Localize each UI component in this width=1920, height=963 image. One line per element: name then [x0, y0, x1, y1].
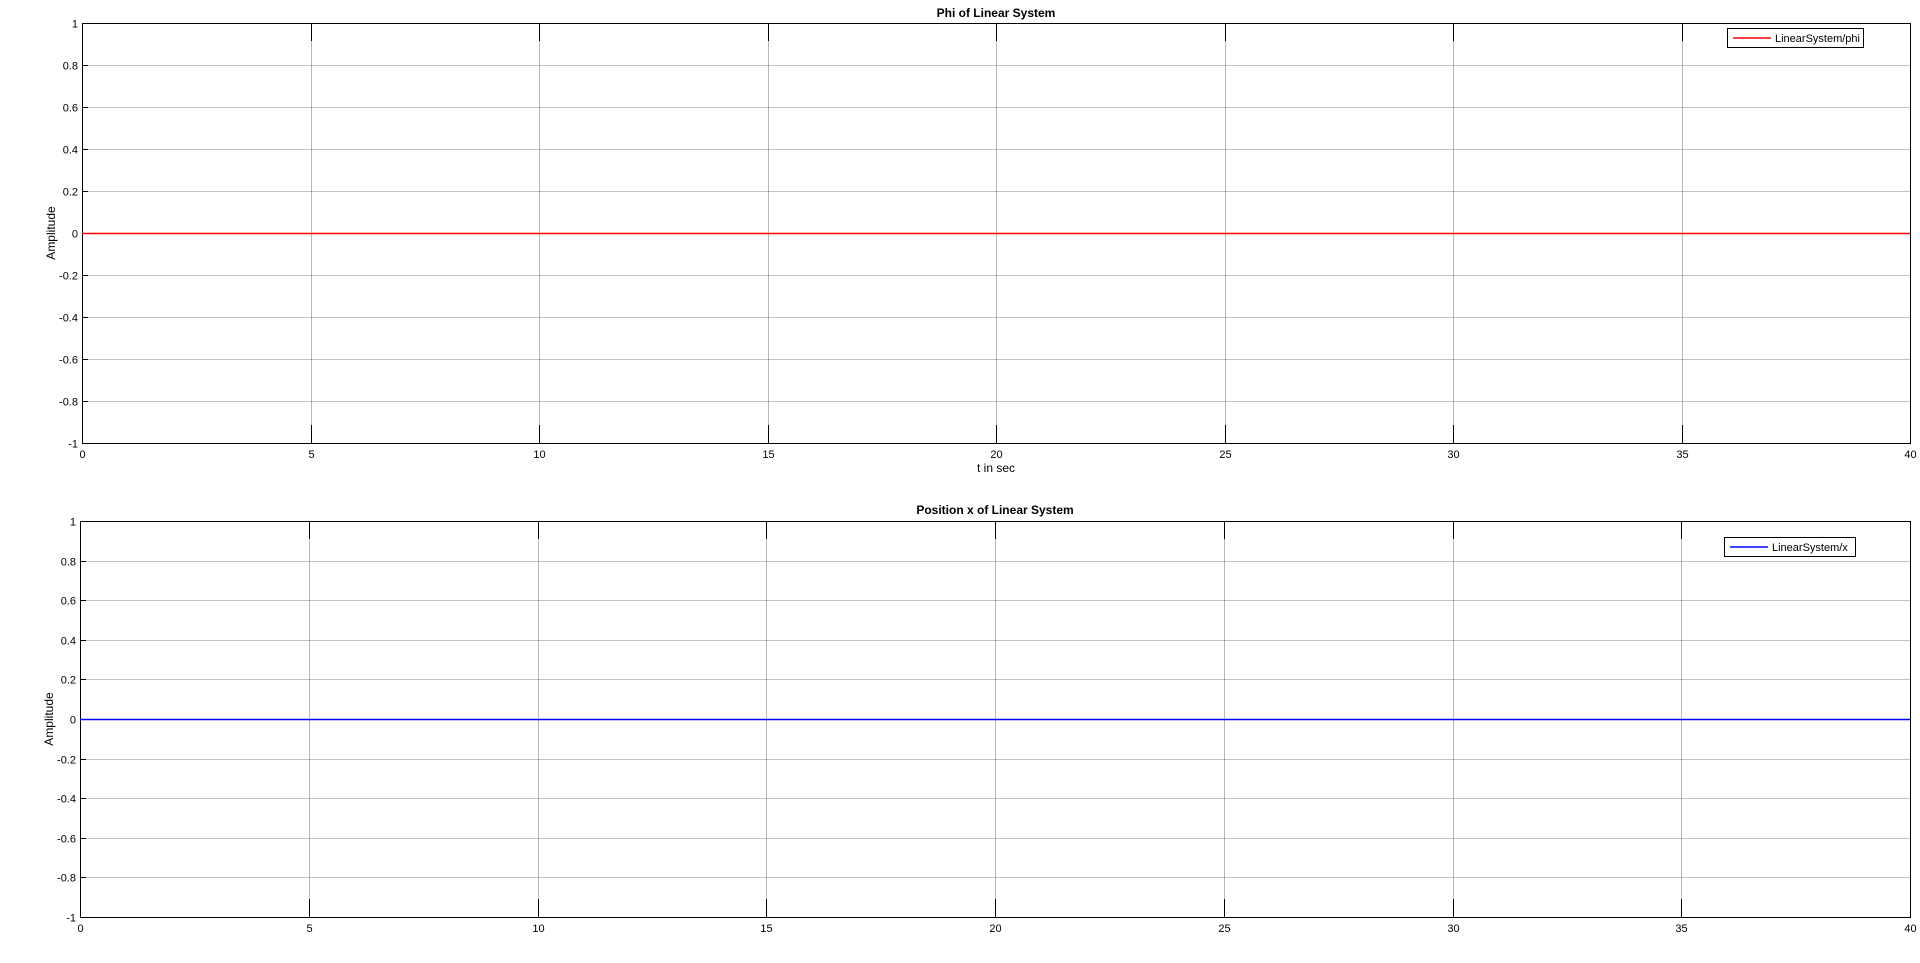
chart-title: Phi of Linear System — [937, 6, 1056, 20]
legend-label: LinearSystem/phi — [1775, 33, 1860, 45]
y-tick-label: -0.4 — [57, 794, 76, 806]
x-tick-label: 0 — [79, 449, 85, 461]
y-tick-label: -0.6 — [57, 834, 76, 846]
x-tick-label: 30 — [1447, 449, 1459, 461]
legend: LinearSystem/x — [1724, 537, 1856, 557]
x-tick-label: 10 — [533, 449, 545, 461]
y-tick-label: 0.4 — [61, 636, 76, 648]
x-tick-label: 40 — [1904, 449, 1916, 461]
y-tick-label: -1 — [66, 913, 76, 925]
y-tick-label: -0.4 — [59, 313, 78, 325]
chart-position-x: 0 5 10 15 20 25 30 35 40 -1 -0.8 -0.6 -0.4 -0.2 0 0.2 0.… — [42, 503, 1917, 935]
x-tick-label: 5 — [308, 449, 314, 461]
y-tick-label: 0.2 — [61, 675, 76, 687]
y-tick-label: 0.6 — [63, 103, 78, 115]
legend-label: LinearSystem/x — [1772, 542, 1848, 554]
y-tick-label: 0 — [72, 229, 78, 241]
y-tick-label: 0.8 — [61, 557, 76, 569]
x-tick-label: 25 — [1219, 449, 1231, 461]
legend: LinearSystem/phi — [1727, 28, 1864, 48]
x-tick-label: 5 — [306, 923, 312, 935]
x-tick-label: 25 — [1218, 923, 1230, 935]
y-tick-label: 0 — [70, 715, 76, 727]
y-axis-label: Amplitude — [42, 692, 56, 746]
y-tick-label: -0.6 — [59, 355, 78, 367]
y-tick-label: -0.2 — [57, 755, 76, 767]
x-axis-label: t in sec — [977, 461, 1015, 475]
x-tick-label: 35 — [1675, 923, 1687, 935]
y-axis-label: Amplitude — [44, 206, 58, 260]
legend-box — [1727, 28, 1864, 48]
x-tick-label: 35 — [1676, 449, 1688, 461]
chart-title: Position x of Linear System — [916, 503, 1073, 517]
legend-box — [1724, 537, 1856, 557]
x-tick-label: 40 — [1904, 923, 1916, 935]
y-tick-label: 0.2 — [63, 187, 78, 199]
chart-phi: 0 5 10 15 20 25 30 35 40 -1 -0.8 -0.6 -0.4 -0.2 0 0.2 0.… — [44, 6, 1917, 475]
y-tick-label: -0.2 — [59, 271, 78, 283]
x-tick-label: 20 — [990, 449, 1002, 461]
x-tick-label: 30 — [1447, 923, 1459, 935]
y-tick-label: 1 — [72, 19, 78, 31]
x-tick-label: 20 — [989, 923, 1001, 935]
y-tick-label: 0.4 — [63, 145, 78, 157]
y-tick-label: -0.8 — [59, 397, 78, 409]
y-tick-label: -1 — [68, 439, 78, 451]
y-tick-label: -0.8 — [57, 873, 76, 885]
y-tick-label: 0.6 — [61, 596, 76, 608]
y-tick-label: 0.8 — [63, 61, 78, 73]
x-tick-label: 10 — [532, 923, 544, 935]
y-tick-label: 1 — [70, 517, 76, 529]
x-tick-label: 15 — [760, 923, 772, 935]
x-tick-label: 15 — [762, 449, 774, 461]
x-tick-label: 0 — [77, 923, 83, 935]
